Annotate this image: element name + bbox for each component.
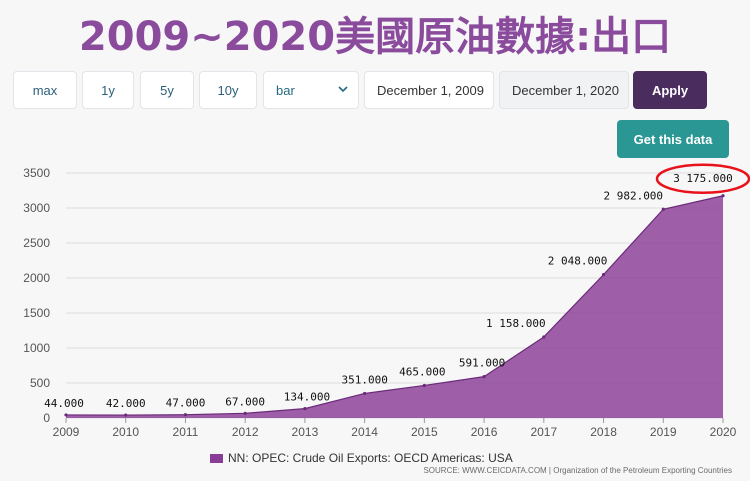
y-tick-label: 3500 <box>23 166 50 180</box>
highlight-ellipse <box>655 163 750 194</box>
x-tick-label: 2016 <box>471 425 498 439</box>
x-tick-label: 2012 <box>232 425 259 439</box>
data-point <box>363 391 367 396</box>
series-area <box>64 194 725 418</box>
y-tick-label: 3000 <box>23 201 50 215</box>
data-label: 3 175.000 <box>673 172 733 185</box>
data-point <box>482 375 486 379</box>
data-label: 134.000 <box>284 391 330 404</box>
x-tick-label: 2017 <box>530 425 557 439</box>
data-point <box>64 413 68 417</box>
x-tick-label: 2013 <box>292 425 319 439</box>
source-note: SOURCE: WWW.CEICDATA.COM | Organization … <box>423 466 732 475</box>
x-tick-label: 2009 <box>53 425 80 439</box>
y-tick-label: 500 <box>30 376 50 390</box>
data-label: 2 048.000 <box>548 255 608 268</box>
data-label: 1 158.000 <box>486 317 546 330</box>
x-tick-label: 2020 <box>710 425 737 439</box>
chevron-down-icon <box>338 86 348 93</box>
data-point <box>183 413 188 417</box>
y-tick-label: 1000 <box>23 341 50 355</box>
legend-swatch <box>210 453 223 463</box>
chart-type-value: bar <box>276 82 295 98</box>
y-axis-ticks: 0 500 1000 1500 2000 2500 3000 3500 <box>23 166 50 425</box>
range-1y-button[interactable]: 1y <box>82 71 134 109</box>
x-tick-label: 2010 <box>112 425 139 439</box>
data-point <box>243 411 247 415</box>
data-label: 465.000 <box>399 365 445 378</box>
data-label: 591.000 <box>459 357 505 370</box>
highlight-ring <box>655 163 750 194</box>
legend-label: NN: OPEC: Crude Oil Exports: OECD Americ… <box>228 451 513 465</box>
range-10y-button[interactable]: 10y <box>199 71 257 109</box>
x-tick-label: 2011 <box>173 425 199 439</box>
y-tick-label: 2500 <box>23 236 50 250</box>
start-date-input[interactable]: December 1, 2009 <box>364 71 494 109</box>
area-chart: 0 500 1000 1500 2000 2500 3000 3500 2009 2010 201… <box>23 163 750 439</box>
data-point <box>721 194 725 198</box>
data-label: 42.000 <box>106 397 146 410</box>
area-fill <box>66 195 723 418</box>
get-this-data-button[interactable]: Get this data <box>617 120 729 158</box>
y-tick-label: 0 <box>43 411 50 425</box>
data-point <box>661 207 665 211</box>
end-date-input[interactable]: December 1, 2020 <box>499 71 629 109</box>
data-point <box>542 335 546 339</box>
data-point <box>303 407 307 411</box>
y-tick-label: 1500 <box>23 306 50 320</box>
x-tick-label: 2018 <box>590 425 617 439</box>
series-line <box>65 195 724 416</box>
range-max-button[interactable]: max <box>13 71 77 109</box>
page-title: 2009~2020美國原油數據:出口 <box>78 14 672 60</box>
x-tick-label: 2014 <box>351 425 378 439</box>
data-label: 2 982.000 <box>603 189 663 202</box>
data-point <box>422 383 426 388</box>
data-label: 44.000 <box>44 397 84 410</box>
data-label: 351.000 <box>341 373 387 386</box>
x-tick-label: 2015 <box>411 425 438 439</box>
chart-grid <box>66 172 723 419</box>
chart-type-select[interactable]: bar <box>263 71 359 109</box>
data-labels: 44.000 42.000 47.000 67.000 134.000 351.000 46… <box>44 172 733 410</box>
x-tick-label: 2019 <box>650 425 677 439</box>
apply-button[interactable]: Apply <box>633 71 707 109</box>
y-tick-label: 2000 <box>23 271 50 285</box>
x-axis-ticks: 2009 2010 2011 2012 2013 2014 2015 2016 2017 2018… <box>53 418 737 439</box>
chart-legend: NN: OPEC: Crude Oil Exports: OECD Americ… <box>210 451 513 465</box>
range-5y-button[interactable]: 5y <box>140 71 194 109</box>
data-label: 67.000 <box>225 395 265 408</box>
data-point <box>124 413 128 417</box>
data-point <box>601 273 606 277</box>
data-label: 47.000 <box>166 397 206 410</box>
